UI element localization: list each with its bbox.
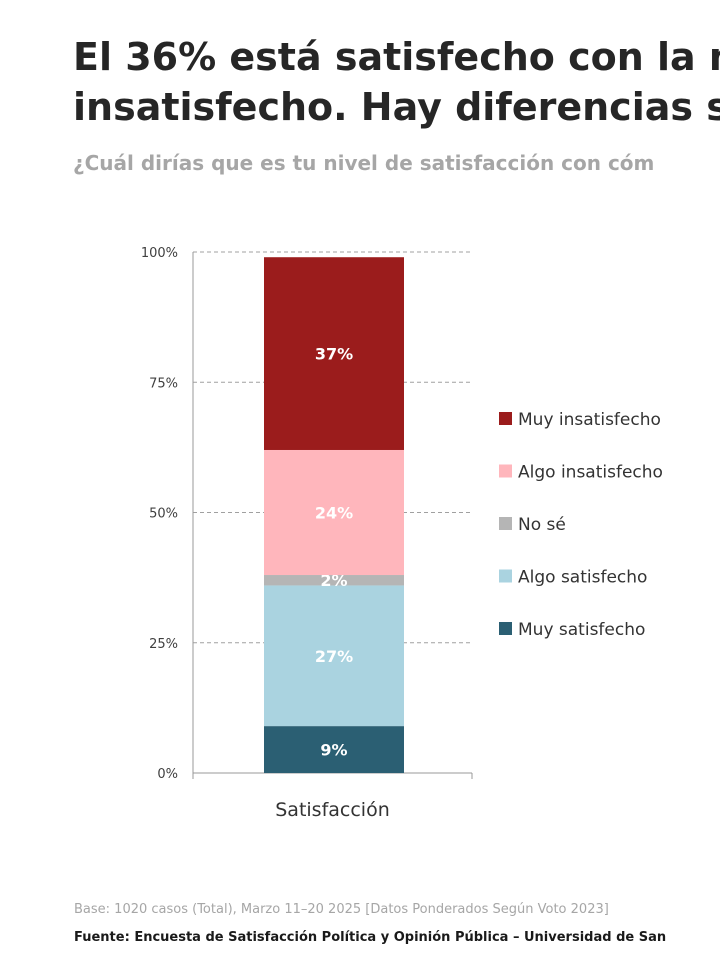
chart-title: El 36% está satisfecho con la m insatisf… [73, 32, 720, 132]
data-label: 37% [315, 345, 353, 364]
y-tick-label: 25% [149, 637, 178, 652]
chart-subtitle: ¿Cuál dirías que es tu nivel de satisfac… [73, 151, 655, 175]
bar-segment [264, 449, 404, 576]
title-line-2: insatisfecho. Hay diferencias s [73, 85, 720, 129]
bar-segment [264, 575, 404, 586]
source-note: Fuente: Encuesta de Satisfacción Polític… [74, 930, 667, 945]
legend-label: Muy satisfecho [518, 620, 645, 640]
bar-segment [264, 257, 404, 450]
legend-label: Muy insatisfecho [518, 410, 661, 430]
y-tick-label: 0% [157, 767, 178, 782]
y-tick-label: 75% [149, 376, 178, 391]
y-tick-label: 100% [141, 246, 178, 261]
legend-label: Algo insatisfecho [518, 463, 663, 483]
y-tick-label: 50% [149, 507, 178, 522]
bar-segment [264, 726, 404, 773]
legend-label: No sé [518, 515, 566, 535]
legend-swatch [499, 412, 512, 425]
legend-swatch [499, 464, 512, 478]
data-label: 24% [315, 504, 353, 523]
base-note: Base: 1020 casos (Total), Marzo 11–20 20… [74, 902, 609, 917]
legend-swatch [499, 569, 512, 583]
data-label: 27% [315, 647, 353, 666]
bar-segment [264, 585, 404, 727]
title-line-1: El 36% está satisfecho con la m [73, 35, 720, 79]
legend-label: Algo satisfecho [518, 568, 647, 588]
x-category-label: Satisfacción [275, 799, 390, 821]
data-label: 9% [320, 741, 347, 760]
legend-swatch [499, 622, 512, 635]
data-label: 2% [320, 571, 347, 590]
legend-swatch [499, 517, 512, 530]
